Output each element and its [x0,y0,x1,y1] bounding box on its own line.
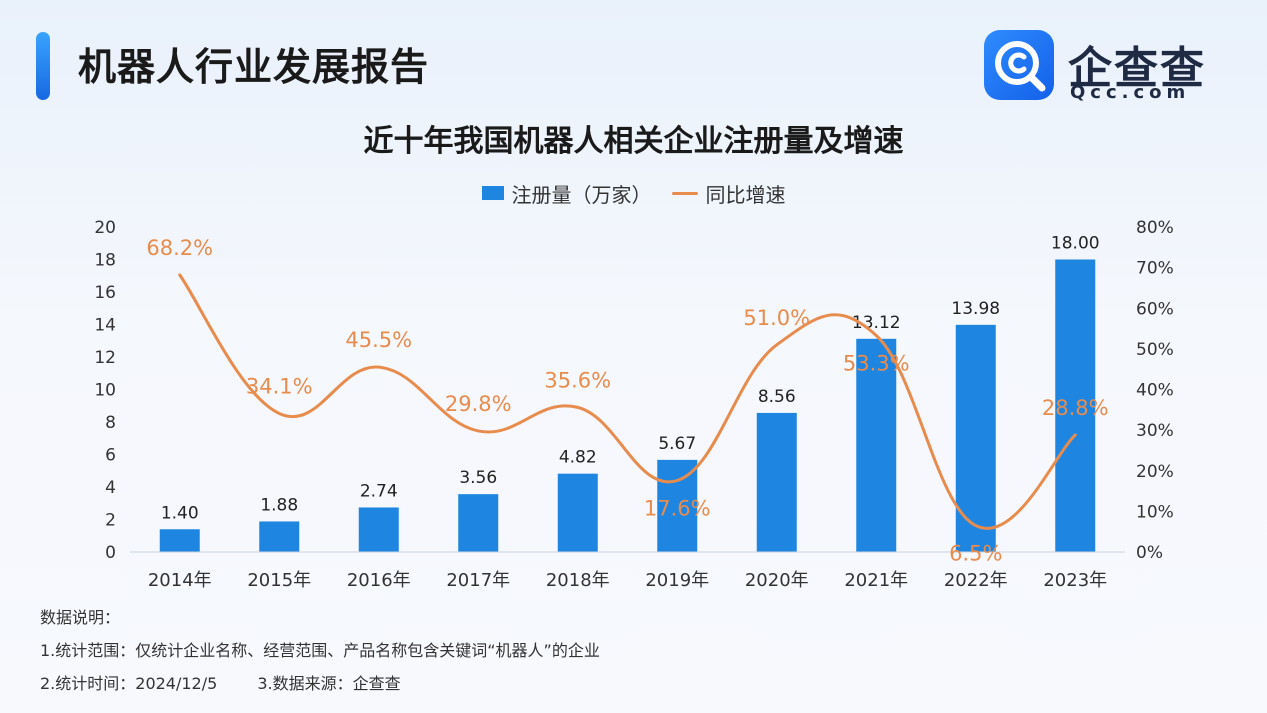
bar [259,521,300,552]
x-tick-label: 2023年 [1043,570,1107,591]
x-tick-label: 2019年 [645,570,709,591]
x-tick-label: 2021年 [844,570,908,591]
bar [159,529,200,552]
growth-value-label: 6.5% [949,542,1002,566]
x-tick-label: 2017年 [446,570,510,591]
chart-title: 近十年我国机器人相关企业注册量及增速 [363,124,904,159]
bar [458,494,499,552]
growth-value-label: 51.0% [743,306,810,330]
bar-value-label: 13.12 [852,313,901,333]
notes-heading: 数据说明： [40,608,121,627]
bar [557,473,598,552]
x-tick-label: 2016年 [347,570,411,591]
y-right-tick-label: 70% [1136,259,1174,279]
x-tick-label: 2020年 [745,570,809,591]
y-left-tick-label: 18 [94,251,116,271]
title-accent-bar [36,32,50,100]
bar-value-label: 3.56 [459,468,497,488]
x-tick-label: 2022年 [944,570,1008,591]
bar [657,459,698,552]
y-right-tick-label: 30% [1136,421,1174,441]
y-right-tick-label: 60% [1136,299,1174,319]
y-left-tick-label: 2 [105,511,116,531]
logo-name: 企查查 [1068,43,1206,94]
bar-value-label: 13.98 [951,299,1000,319]
y-right-tick-label: 50% [1136,340,1174,360]
growth-value-label: 53.3% [843,351,910,375]
notes-time: 2.统计时间：2024/12/5 [40,674,218,693]
growth-value-label: 17.6% [644,497,711,521]
y-left-tick-label: 0 [105,543,116,563]
magnifier-c-icon [984,30,1054,100]
growth-value-label: 45.5% [345,328,412,352]
bar [358,507,399,552]
growth-value-label: 35.6% [544,368,611,392]
y-right-tick-label: 20% [1136,462,1174,482]
bar [856,338,897,552]
legend-label-registrations: 注册量（万家） [511,182,652,207]
notes-source: 3.数据来源：企查查 [257,674,401,693]
legend-label-growth: 同比增速 [705,182,786,207]
growth-value-label: 29.8% [445,392,512,416]
notes-scope: 1.统计范围：仅统计企业名称、经营范围、产品名称包含关键词“机器人”的企业 [40,641,600,660]
bar [756,412,797,552]
y-left-tick-label: 14 [94,316,116,336]
bar-value-label: 1.40 [161,503,199,523]
bar-value-label: 4.82 [559,448,597,468]
chart-legend: 注册量（万家） 同比增速 [0,178,1267,208]
y-right-tick-label: 10% [1136,502,1174,522]
x-tick-label: 2014年 [148,570,212,591]
y-left-tick-label: 16 [94,283,116,303]
y-right-tick-label: 80% [1136,218,1174,238]
x-tick-label: 2018年 [546,570,610,591]
y-left-tick-label: 4 [105,478,116,498]
notes-time-source: 2.统计时间：2024/12/5 3.数据来源：企查查 [40,667,600,700]
bar-value-label: 2.74 [360,481,398,501]
qcc-logo: 企查查 Qcc.com [984,30,1224,103]
x-tick-label: 2015年 [247,570,311,591]
bar [955,324,996,552]
bar-value-label: 5.67 [658,434,696,454]
data-notes: 数据说明： 1.统计范围：仅统计企业名称、经营范围、产品名称包含关键词“机器人”… [40,601,600,700]
legend-item-registrations: 注册量（万家） [481,179,652,208]
bar-value-label: 1.88 [260,495,298,515]
bar-value-label: 8.56 [758,387,796,407]
y-left-tick-label: 12 [94,348,116,368]
legend-item-growth: 同比增速 [671,179,786,208]
y-right-tick-label: 40% [1136,381,1174,401]
y-left-tick-label: 8 [105,413,116,433]
legend-bar-swatch [481,186,504,200]
growth-value-label: 34.1% [246,374,313,398]
growth-value-label: 28.8% [1042,396,1109,420]
y-right-tick-label: 0% [1136,543,1163,563]
bar [1055,259,1096,552]
y-left-tick-label: 10 [94,381,116,401]
y-left-tick-label: 6 [105,446,116,466]
logo-domain: Qcc.com [1070,82,1191,103]
legend-line-swatch [671,191,698,195]
report-title: 机器人行业发展报告 [78,45,430,89]
y-left-tick-label: 20 [94,218,116,238]
growth-line [178,273,1077,530]
growth-value-label: 68.2% [146,236,213,260]
bar-value-label: 18.00 [1051,234,1100,254]
